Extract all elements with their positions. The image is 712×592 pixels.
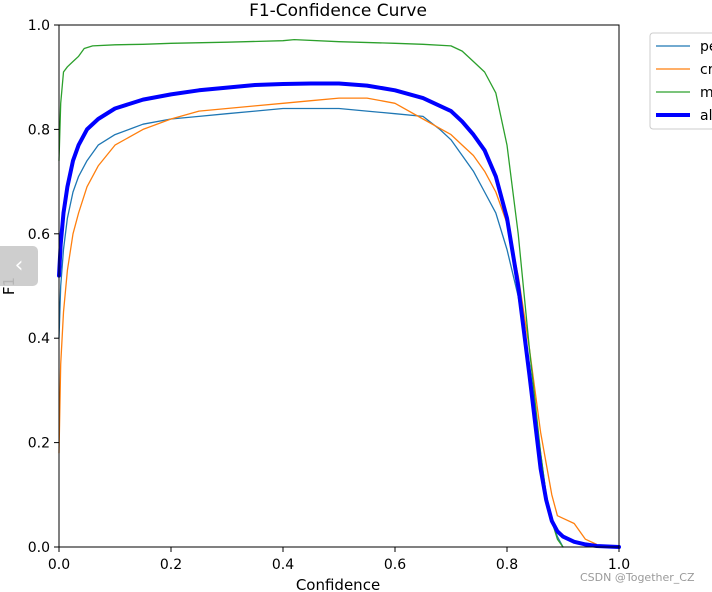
x-axis-ticks: 0.0 0.2 0.4 0.6 0.8 1.0 [48,547,630,573]
y-axis-ticks: 0.0 0.2 0.4 0.6 0.8 1.0 [28,18,59,556]
x-tick-label-0: 0.0 [48,557,70,573]
plot-frame [58,24,620,548]
chevron-left-icon: ‹ [14,253,24,278]
legend-label-3: al [700,108,712,124]
x-axis-label: Confidence [296,576,380,592]
legend: pe cr m al [649,32,712,130]
x-tick-label-4: 0.8 [496,557,518,573]
y-tick-label-4: 0.8 [28,122,50,138]
x-tick-label-3: 0.6 [384,557,406,573]
chart-title: F1-Confidence Curve [249,1,427,21]
y-tick-label-5: 1.0 [28,18,50,34]
legend-label-2: m [700,85,712,101]
series-line-1 [58,97,598,546]
x-tick-label-1: 0.2 [160,557,182,573]
previous-nav-button[interactable]: ‹ [0,246,38,286]
series-line-2 [58,38,564,548]
watermark: CSDN @Together_CZ [580,571,695,584]
legend-box [649,32,712,130]
plot-lines [57,38,621,549]
y-tick-label-2: 0.4 [28,331,50,347]
x-tick-label-2: 0.4 [272,557,294,573]
legend-label-0: pe [700,39,712,55]
legend-label-1: cr [700,62,712,78]
y-tick-label-3: 0.6 [28,227,50,243]
series-line-3 [57,81,621,549]
y-tick-label-0: 0.0 [28,540,50,556]
x-tick-label-5: 1.0 [608,557,630,573]
y-tick-label-1: 0.2 [28,436,50,452]
